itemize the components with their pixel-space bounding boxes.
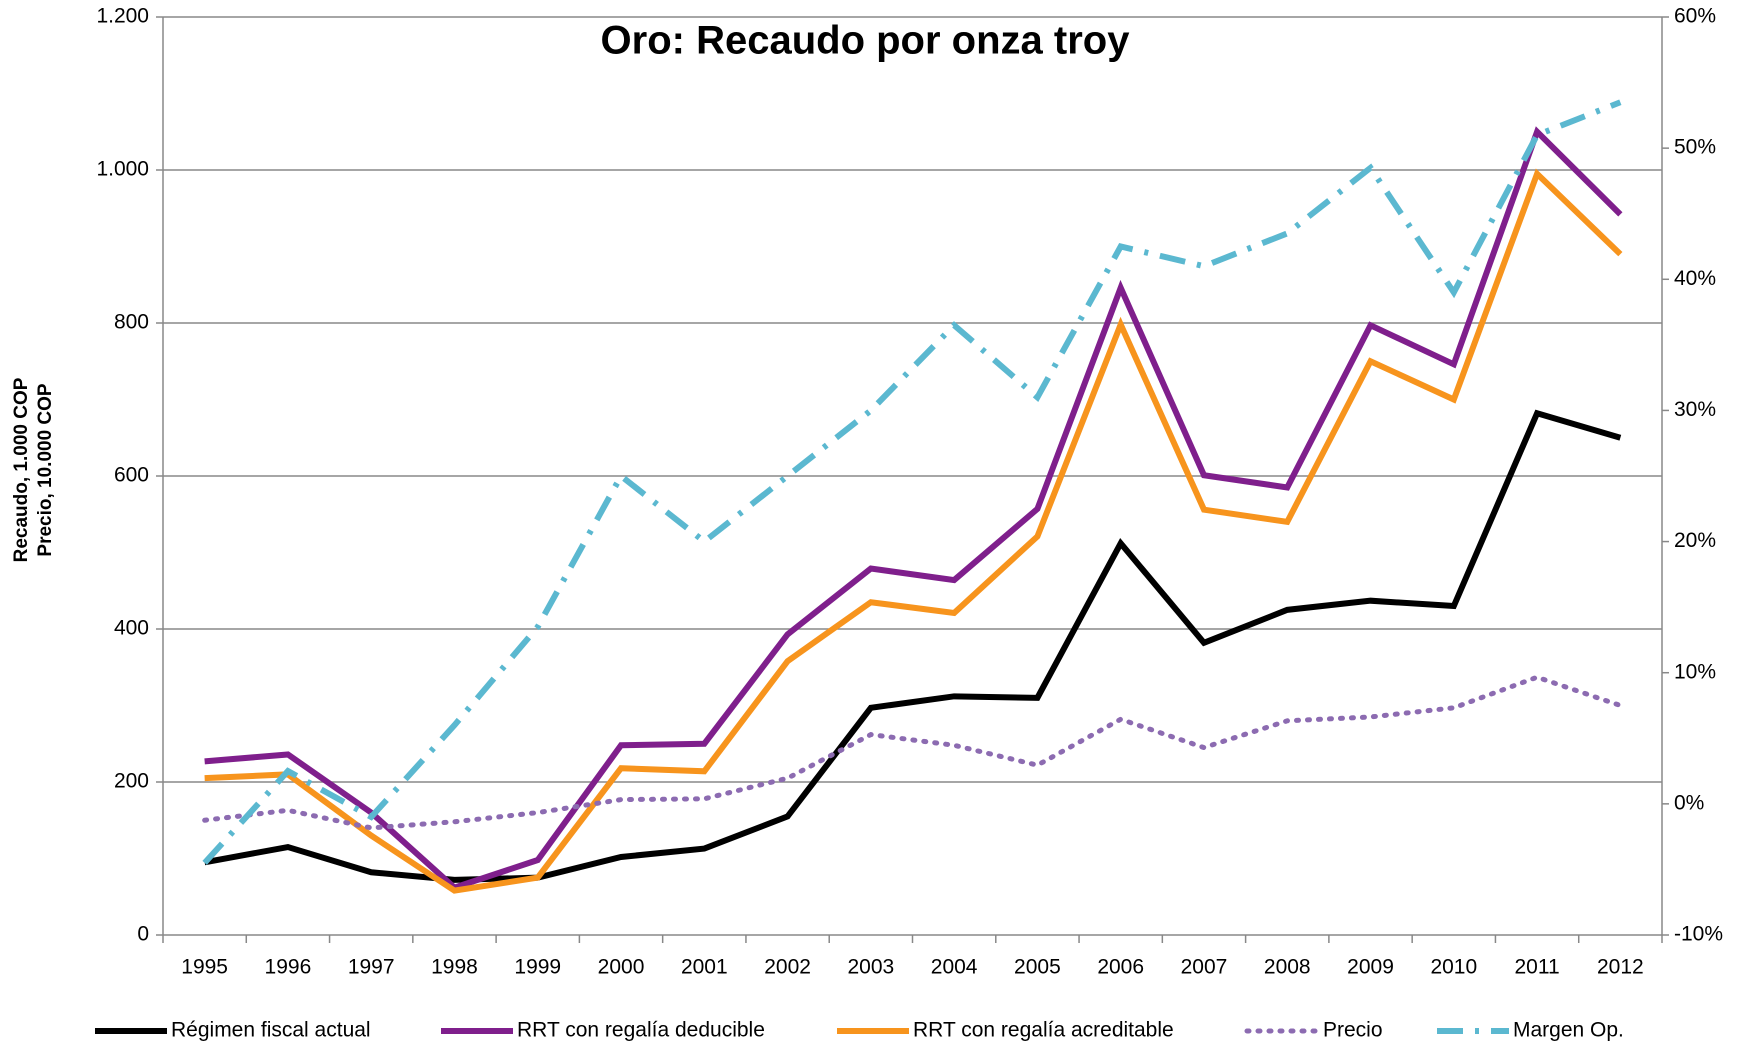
y2-tick-label: 20%	[1674, 529, 1716, 552]
series-line	[202, 674, 1623, 831]
y2-tick-label: 40%	[1674, 267, 1716, 290]
y2-tick-label: 60%	[1674, 5, 1716, 28]
x-tick-label: 2005	[1014, 956, 1061, 979]
legend-label: Margen Op.	[1513, 1019, 1624, 1041]
y-tick-label: 800	[114, 311, 149, 334]
x-tick-label: 2001	[681, 956, 728, 979]
legend-label: RRT con regalía deducible	[517, 1019, 765, 1041]
y-tick-label: 1.200	[96, 5, 149, 28]
y-tick-label: 400	[114, 617, 149, 640]
y-axis-label: Recaudo, 1.000 COP	[11, 377, 32, 562]
x-tick-label: 2007	[1181, 956, 1228, 979]
series-line	[204, 126, 1623, 891]
legend-label: RRT con regalía acreditable	[913, 1019, 1174, 1041]
y2-tick-label: 30%	[1674, 398, 1716, 421]
series-line	[204, 168, 1623, 894]
x-tick-label: 2011	[1514, 956, 1559, 979]
y-axis-label: Precio, 10.000 COP	[35, 383, 56, 557]
series-line	[204, 409, 1622, 883]
x-tick-label: 2008	[1264, 956, 1311, 979]
y2-tick-label: -10%	[1674, 923, 1723, 946]
y-tick-label: 600	[114, 464, 149, 487]
x-tick-label: 2003	[848, 956, 895, 979]
y2-tick-label: 50%	[1674, 136, 1716, 159]
y2-tick-label: 0%	[1674, 791, 1704, 814]
x-tick-label: 2009	[1347, 956, 1394, 979]
y-tick-label: 200	[114, 770, 149, 793]
x-tick-label: 2004	[931, 956, 978, 979]
x-tick-label: 1996	[265, 956, 312, 979]
y2-tick-label: 10%	[1674, 660, 1716, 683]
x-tick-label: 2000	[598, 956, 645, 979]
y-tick-label: 1.000	[96, 158, 149, 181]
y-tick-label: 0	[137, 923, 149, 946]
x-tick-label: 2002	[764, 956, 811, 979]
x-tick-label: 2006	[1097, 956, 1144, 979]
x-tick-label: 2010	[1430, 956, 1477, 979]
x-tick-label: 2012	[1597, 956, 1644, 979]
legend-label: Régimen fiscal actual	[171, 1019, 371, 1041]
chart-title: Oro: Recaudo por onza troy	[601, 19, 1131, 63]
x-tick-label: 1997	[348, 956, 395, 979]
x-tick-label: 1995	[181, 956, 228, 979]
x-tick-label: 1998	[431, 956, 478, 979]
legend-label: Precio	[1323, 1019, 1383, 1041]
series-line	[202, 99, 1622, 865]
x-tick-label: 1999	[514, 956, 561, 979]
